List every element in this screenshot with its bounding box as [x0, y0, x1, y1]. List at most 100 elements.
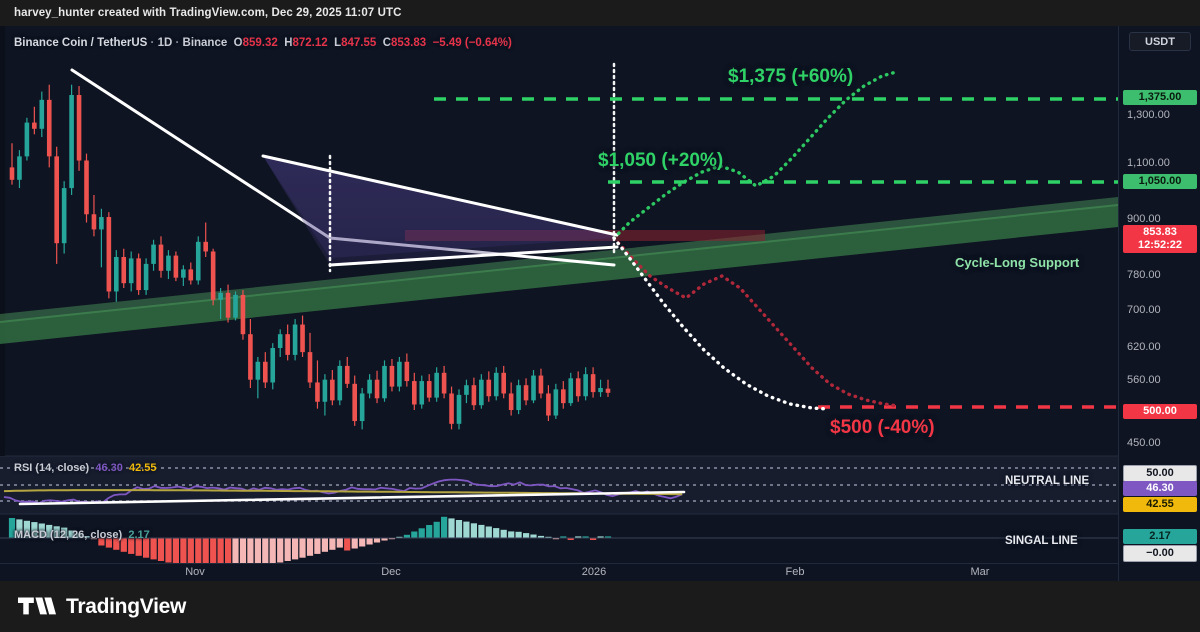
candle-body	[546, 393, 551, 416]
candle-body	[471, 385, 477, 406]
price-badge[interactable]: 1,050.00	[1123, 174, 1197, 189]
legend-low-value: 847.55	[341, 37, 377, 49]
candle-body	[382, 365, 387, 399]
macd-bar	[83, 536, 90, 538]
chart-plot-area[interactable]: $1,375 (+60%) $1,050 (+20%) $500 (-40%) …	[0, 26, 1118, 563]
macd-bar	[16, 519, 23, 538]
candle-body	[248, 334, 253, 380]
macd-bar	[359, 538, 366, 547]
macd-bar	[426, 525, 433, 538]
candle-body	[136, 258, 141, 291]
bearish-projection-path-white[interactable]	[612, 236, 830, 411]
candle-body	[218, 292, 223, 300]
bullish-projection-path[interactable]	[612, 70, 898, 240]
legend-open-value: 859.32	[242, 37, 278, 49]
macd-bar	[329, 538, 336, 550]
candle-body	[508, 393, 514, 411]
price-scale[interactable]: USDT 1,300.00 1,100.00 900.00 780.00 700.00 6…	[1118, 26, 1200, 581]
macd-bar	[53, 526, 60, 538]
candle-body	[374, 379, 380, 399]
price-badge[interactable]: 2.17	[1123, 529, 1197, 544]
candle-body	[449, 393, 454, 424]
rsi-legend[interactable]: RSI (14, close) 46.30 42.55	[14, 462, 157, 474]
chart-legend[interactable]: Binance Coin / TetherUS · 1D · Binance O…	[14, 37, 512, 49]
candle-body	[583, 374, 588, 397]
candle-body	[307, 352, 313, 383]
legend-high-label: H	[284, 37, 293, 49]
candle-body	[39, 99, 45, 129]
macd-bar	[232, 538, 239, 563]
macd-bar	[344, 538, 351, 551]
candle-body	[54, 156, 59, 244]
macd-bar	[575, 536, 582, 538]
signal-line-label: SINGAL LINE	[1005, 535, 1078, 547]
macd-bar	[411, 531, 418, 538]
price-badge[interactable]: 1,375.00	[1123, 90, 1197, 105]
time-tick: 2026	[581, 566, 607, 578]
candle-body	[270, 347, 276, 383]
macd-bar	[388, 538, 395, 540]
macd-bar	[485, 526, 492, 538]
candle-body	[344, 365, 350, 384]
candle-body	[516, 385, 521, 411]
candle-body	[151, 244, 156, 264]
macd-bar	[366, 538, 373, 545]
candle-body	[561, 389, 566, 404]
rsi-trendline[interactable]	[18, 490, 686, 506]
attribution-bar: harvey_hunter created with TradingView.c…	[0, 0, 1200, 26]
legend-interval[interactable]: 1D	[157, 37, 173, 49]
macd-bar	[321, 538, 328, 552]
candle-body	[322, 379, 328, 402]
candle-body	[91, 214, 97, 230]
candle-body	[292, 324, 298, 355]
macd-bar	[76, 533, 83, 539]
legend-symbol[interactable]: Binance Coin / TetherUS	[14, 37, 148, 49]
price-badge[interactable]: 46.30	[1123, 481, 1197, 496]
rsi-line	[3, 478, 683, 505]
rsi-pane-bg	[0, 456, 1118, 514]
candle-body	[128, 258, 134, 284]
legend-close-value: 853.83	[391, 37, 427, 49]
price-badge[interactable]: 50.00	[1123, 465, 1197, 482]
candle-body	[84, 160, 89, 215]
candle-body	[493, 372, 499, 397]
candle-body	[99, 217, 104, 230]
candle-body	[69, 95, 74, 189]
time-scale[interactable]: Nov Dec 2026 Feb Mar	[0, 563, 1118, 581]
chart-canvas	[0, 26, 1118, 563]
macd-bar	[441, 516, 448, 539]
attribution-text: harvey_hunter created with TradingView.c…	[14, 7, 402, 19]
candle-body	[263, 361, 268, 383]
price-tick: 620.00	[1127, 341, 1161, 353]
candle-body	[598, 387, 603, 393]
macd-bar	[567, 538, 574, 540]
candle-body	[315, 382, 320, 402]
candle-body	[225, 292, 231, 318]
candle-body	[32, 122, 37, 129]
time-tick: Nov	[185, 566, 205, 578]
price-tick: 780.00	[1127, 269, 1161, 281]
last-price-badge[interactable]: 853.83 12:52:22	[1123, 225, 1197, 253]
macd-bar	[396, 536, 403, 538]
falling-wedge-pattern[interactable]	[261, 62, 619, 273]
macd-legend[interactable]: MACD (12, 26, close) 2.17	[14, 529, 150, 541]
candle-body	[277, 334, 283, 348]
macd-bar	[418, 528, 425, 539]
macd-bar	[515, 531, 522, 539]
price-badge[interactable]: 42.55	[1123, 497, 1197, 512]
price-badge[interactable]: 500.00	[1123, 404, 1197, 419]
macd-bar	[299, 538, 306, 558]
candle-body	[426, 381, 432, 398]
candlestick-series	[9, 84, 611, 430]
bar-countdown: 12:52:22	[1137, 239, 1183, 251]
macd-bar	[478, 524, 485, 538]
macd-bar	[493, 528, 500, 538]
legend-high-value: 872.12	[292, 37, 328, 49]
currency-badge[interactable]: USDT	[1129, 32, 1191, 51]
bearish-projection-path-red[interactable]	[612, 236, 900, 408]
candle-body	[397, 361, 402, 387]
candle-body	[240, 294, 246, 335]
price-badge[interactable]: −0.00	[1123, 545, 1197, 562]
macd-bar	[292, 538, 299, 560]
candle-body	[434, 372, 439, 398]
